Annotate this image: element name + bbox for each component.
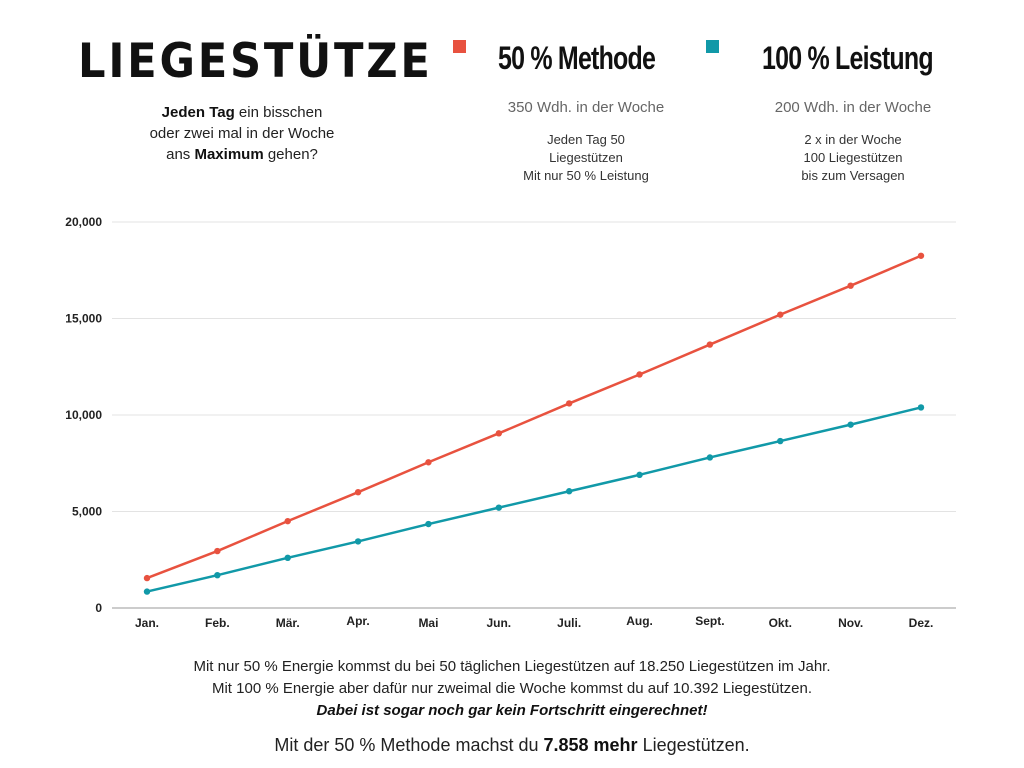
subtitle-line-1: Jeden Tag ein bisschen: [92, 102, 392, 123]
subtitle-line-2: oder zwei mal in der Woche: [149, 125, 335, 142]
data-point: [214, 547, 221, 555]
data-point: [917, 252, 925, 259]
legend-marker-100-leistung: [706, 40, 719, 53]
footer-line-3: Dabei ist sogar noch gar kein Fortschrit…: [316, 702, 708, 719]
data-point: [777, 437, 784, 445]
data-point: [495, 430, 503, 437]
data-point: [565, 400, 573, 407]
legend-desc-line: Mit nur 50 % Leistung: [523, 168, 649, 183]
x-tick-label: Mär.: [276, 616, 300, 630]
data-point: [354, 489, 362, 496]
data-point: [847, 282, 854, 289]
summary-bold: 7.858 mehr: [543, 735, 638, 755]
legend-sub-100-leistung: 200 Wdh. in der Woche: [774, 99, 932, 116]
footer-text: Mit nur 50 % Energie kommst du bei 50 tä…: [0, 656, 1024, 722]
summary-post: Liegestützen.: [637, 735, 750, 755]
data-point: [636, 471, 643, 479]
footer-line-2: Mit 100 % Energie aber dafür nur zweimal…: [211, 680, 813, 697]
subtitle-bold-3: Maximum: [194, 146, 264, 163]
data-point: [706, 454, 714, 461]
summary-pre: Mit der 50 % Methode machst du: [274, 735, 544, 755]
subtitle: Jeden Tag ein bisschen oder zwei mal in …: [92, 102, 392, 165]
x-tick-label: Jan.: [135, 616, 159, 630]
x-tick-label: Mai: [418, 616, 438, 630]
legend-marker-50-methode: [453, 40, 466, 53]
legend-desc-line: 100 Liegestützen: [803, 150, 903, 165]
x-tick-label: Nov.: [838, 616, 863, 630]
x-tick-label: Dez.: [909, 616, 934, 630]
legend-desc-50-methode: Jeden Tag 50 Liegestützen Mit nur 50 % L…: [476, 131, 696, 185]
x-tick-label: Aug.: [626, 614, 653, 628]
footer-line-1: Mit nur 50 % Energie kommst du bei 50 tä…: [193, 658, 831, 675]
data-point: [284, 517, 291, 525]
y-tick-label: 20,000: [65, 215, 102, 229]
x-tick-label: Sept.: [695, 614, 724, 628]
summary-line: Mit der 50 % Methode machst du 7.858 meh…: [0, 735, 1024, 756]
data-point: [143, 574, 151, 582]
subtitle-pre-3: ans: [166, 146, 195, 163]
data-point: [636, 371, 643, 378]
subtitle-line-3: ans Maximum gehen?: [92, 144, 392, 165]
data-point: [214, 571, 221, 579]
subtitle-bold-1: Jeden Tag: [161, 104, 235, 121]
legend-desc-line: Jeden Tag 50: [547, 132, 625, 147]
x-tick-label: Feb.: [205, 616, 230, 630]
data-point: [143, 588, 151, 595]
data-point: [706, 341, 714, 348]
legend-desc-line: Liegestützen: [549, 150, 623, 165]
subtitle-post-3: gehen?: [263, 146, 318, 163]
legend-label-50-methode: 50 % Methode: [498, 40, 656, 76]
data-point: [565, 488, 573, 495]
data-point: [917, 404, 925, 411]
line-chart: 0 5,000 10,000 15,000 20,000 Jan. Feb. Mär. Apr.…: [65, 215, 956, 630]
page-title: LIEGESTÜTZE: [78, 34, 433, 89]
legend-desc-line: bis zum Versagen: [801, 168, 905, 183]
y-tick-label: 0: [95, 601, 102, 615]
series-line-100-leistung: [146, 406, 922, 593]
x-tick-label: Okt.: [769, 616, 792, 630]
data-point: [495, 504, 503, 511]
x-tick-label: Apr.: [346, 614, 369, 628]
x-tick-label: Juli.: [557, 616, 581, 630]
legend-sub-50-methode: 350 Wdh. in der Woche: [507, 99, 665, 116]
y-tick-label: 10,000: [65, 408, 102, 422]
legend-desc-line: 2 x in der Woche: [804, 132, 902, 147]
data-point: [777, 311, 784, 318]
legend-label-100-leistung: 100 % Leistung: [762, 40, 934, 76]
y-tick-label: 5,000: [72, 505, 102, 519]
data-point: [284, 554, 291, 562]
series-line-50-methode: [146, 254, 922, 580]
data-point: [425, 459, 432, 466]
subtitle-rest-1: ein bisschen: [234, 104, 323, 121]
legend-desc-100-leistung: 2 x in der Woche 100 Liegestützen bis zu…: [743, 131, 963, 185]
x-tick-label: Jun.: [486, 616, 511, 630]
data-point: [847, 421, 854, 428]
y-tick-label: 15,000: [65, 312, 102, 326]
data-point: [425, 520, 432, 528]
data-point: [354, 538, 362, 545]
